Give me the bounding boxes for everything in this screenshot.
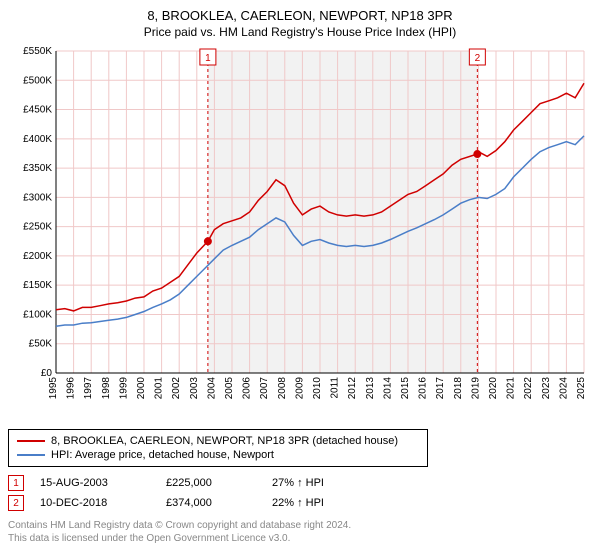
legend-swatch: [17, 454, 45, 456]
event-date: 15-AUG-2003: [40, 477, 150, 489]
event-dot: [473, 150, 481, 158]
event-marker-number: 2: [475, 53, 481, 64]
footnote: Contains HM Land Registry data © Crown c…: [8, 519, 592, 545]
event-delta: 22% ↑ HPI: [272, 497, 324, 509]
main-title: 8, BROOKLEA, CAERLEON, NEWPORT, NP18 3PR: [8, 8, 592, 23]
x-axis-label: 2020: [488, 377, 499, 400]
x-axis-label: 2013: [365, 377, 376, 400]
x-axis-label: 2017: [435, 377, 446, 400]
legend-row: HPI: Average price, detached house, Newp…: [17, 448, 419, 462]
event-number-box: 1: [8, 475, 24, 491]
x-axis-label: 2021: [506, 377, 517, 400]
event-price: £374,000: [166, 497, 256, 509]
x-axis-label: 1998: [101, 377, 112, 400]
footnote-line: This data is licensed under the Open Gov…: [8, 532, 592, 545]
chart-container: 8, BROOKLEA, CAERLEON, NEWPORT, NP18 3PR…: [8, 8, 592, 545]
event-marker-number: 1: [205, 53, 211, 64]
x-axis-label: 2016: [418, 377, 429, 400]
y-axis-label: £250K: [23, 222, 52, 233]
legend-row: 8, BROOKLEA, CAERLEON, NEWPORT, NP18 3PR…: [17, 434, 419, 448]
chart-area: £0£50K£100K£150K£200K£250K£300K£350K£400…: [8, 43, 592, 423]
x-axis-label: 2024: [558, 377, 569, 400]
x-axis-label: 2006: [242, 377, 253, 400]
y-axis-label: £550K: [23, 46, 52, 57]
x-axis-label: 2004: [206, 377, 217, 400]
event-dot: [204, 237, 212, 245]
x-axis-label: 1995: [48, 377, 59, 400]
sub-title: Price paid vs. HM Land Registry's House …: [8, 25, 592, 39]
x-axis-label: 2005: [224, 377, 235, 400]
x-axis-label: 2012: [347, 377, 358, 400]
y-axis-label: £350K: [23, 163, 52, 174]
event-row: 2 10-DEC-2018 £374,000 22% ↑ HPI: [8, 493, 592, 513]
y-axis-label: £500K: [23, 75, 52, 86]
x-axis-label: 2001: [154, 377, 165, 400]
x-axis-label: 2014: [382, 377, 393, 400]
x-axis-label: 2009: [294, 377, 305, 400]
x-axis-label: 2022: [523, 377, 534, 400]
footnote-line: Contains HM Land Registry data © Crown c…: [8, 519, 592, 532]
x-axis-label: 2011: [330, 377, 341, 399]
y-axis-label: £150K: [23, 280, 52, 291]
event-date: 10-DEC-2018: [40, 497, 150, 509]
event-number-box: 2: [8, 495, 24, 511]
y-axis-label: £450K: [23, 105, 52, 116]
y-axis-label: £100K: [23, 309, 52, 320]
x-axis-label: 2019: [470, 377, 481, 400]
x-axis-label: 1996: [66, 377, 77, 400]
legend: 8, BROOKLEA, CAERLEON, NEWPORT, NP18 3PR…: [8, 429, 428, 467]
event-row: 1 15-AUG-2003 £225,000 27% ↑ HPI: [8, 473, 592, 493]
y-axis-label: £400K: [23, 134, 52, 145]
x-axis-label: 2008: [277, 377, 288, 400]
legend-swatch: [17, 440, 45, 442]
title-block: 8, BROOKLEA, CAERLEON, NEWPORT, NP18 3PR…: [8, 8, 592, 39]
legend-label: 8, BROOKLEA, CAERLEON, NEWPORT, NP18 3PR…: [51, 435, 398, 447]
legend-label: HPI: Average price, detached house, Newp…: [51, 449, 274, 461]
x-axis-label: 2007: [259, 377, 270, 400]
x-axis-label: 2015: [400, 377, 411, 400]
x-axis-label: 2023: [541, 377, 552, 400]
y-axis-label: £300K: [23, 192, 52, 203]
y-axis-label: £50K: [29, 339, 53, 350]
x-axis-label: 1997: [83, 377, 94, 400]
chart-svg: £0£50K£100K£150K£200K£250K£300K£350K£400…: [8, 43, 592, 423]
x-axis-label: 1999: [118, 377, 129, 400]
x-axis-label: 2025: [576, 377, 587, 400]
x-axis-label: 2010: [312, 377, 323, 400]
x-axis-label: 2000: [136, 377, 147, 400]
y-axis-label: £200K: [23, 251, 52, 262]
x-axis-label: 2003: [189, 377, 200, 400]
event-price: £225,000: [166, 477, 256, 489]
event-delta: 27% ↑ HPI: [272, 477, 324, 489]
x-axis-label: 2018: [453, 377, 464, 400]
event-table: 1 15-AUG-2003 £225,000 27% ↑ HPI 2 10-DEC-201…: [8, 473, 592, 513]
x-axis-label: 2002: [171, 377, 182, 400]
